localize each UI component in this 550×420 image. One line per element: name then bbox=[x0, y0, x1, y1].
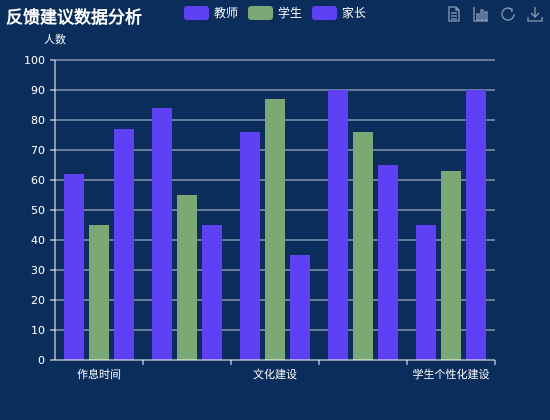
legend-swatch-parent bbox=[312, 5, 338, 20]
y-tick-label: 90 bbox=[31, 84, 45, 97]
toolbox bbox=[436, 5, 544, 23]
y-tick-label: 10 bbox=[31, 324, 45, 337]
y-tick-label: 40 bbox=[31, 234, 45, 247]
bar-teacher[interactable] bbox=[416, 225, 436, 360]
bar-teacher[interactable] bbox=[240, 132, 260, 360]
bar-student[interactable] bbox=[177, 195, 197, 360]
bar-parent[interactable] bbox=[378, 165, 398, 360]
y-tick-label: 20 bbox=[31, 294, 45, 307]
legend-item-teacher[interactable]: 教师 bbox=[184, 4, 238, 21]
legend-swatch-student bbox=[248, 5, 274, 20]
y-tick-label: 70 bbox=[31, 144, 45, 157]
y-tick-label: 100 bbox=[24, 54, 45, 67]
y-tick-label: 50 bbox=[31, 204, 45, 217]
bar-parent[interactable] bbox=[202, 225, 222, 360]
legend-label-parent: 家长 bbox=[342, 6, 367, 20]
y-tick-label: 60 bbox=[31, 174, 45, 187]
bar-parent[interactable] bbox=[290, 255, 310, 360]
x-tick-label: 学生个性化建设 bbox=[413, 367, 490, 381]
y-tick-label: 30 bbox=[31, 264, 45, 277]
legend-label-student: 学生 bbox=[278, 6, 303, 20]
axes: 0 10 20 30 40 50 60 70 80 90 100 作息时间 文化建设 学生个性化建设 bbox=[24, 54, 496, 381]
bar-parent[interactable] bbox=[466, 90, 486, 360]
y-tick-label: 80 bbox=[31, 114, 45, 127]
legend-item-student[interactable]: 学生 bbox=[248, 4, 302, 21]
legend-item-parent[interactable]: 家长 bbox=[312, 4, 366, 21]
bar-student[interactable] bbox=[441, 171, 461, 360]
chart-title: 反馈建议数据分析 bbox=[6, 8, 142, 28]
bar-student[interactable] bbox=[353, 132, 373, 360]
x-tick-label: 作息时间 bbox=[77, 367, 121, 381]
bar-student[interactable] bbox=[265, 99, 285, 360]
restore-icon[interactable] bbox=[499, 5, 517, 23]
bar-chart-icon[interactable] bbox=[472, 5, 490, 23]
bar-teacher[interactable] bbox=[64, 174, 84, 360]
legend-swatch-teacher bbox=[184, 5, 209, 20]
legend: 教师 学生 家长 bbox=[184, 4, 376, 21]
bars bbox=[64, 90, 486, 360]
x-tick-label: 文化建设 bbox=[253, 367, 297, 381]
download-icon[interactable] bbox=[526, 5, 544, 23]
bar-teacher[interactable] bbox=[328, 90, 348, 360]
y-axis-label: 人数 bbox=[44, 33, 66, 46]
bar-student[interactable] bbox=[89, 225, 109, 360]
legend-label-teacher: 教师 bbox=[214, 6, 239, 20]
data-view-icon[interactable] bbox=[445, 5, 463, 23]
y-tick-label: 0 bbox=[38, 354, 45, 367]
bar-teacher[interactable] bbox=[152, 108, 172, 360]
bar-parent[interactable] bbox=[114, 129, 134, 360]
